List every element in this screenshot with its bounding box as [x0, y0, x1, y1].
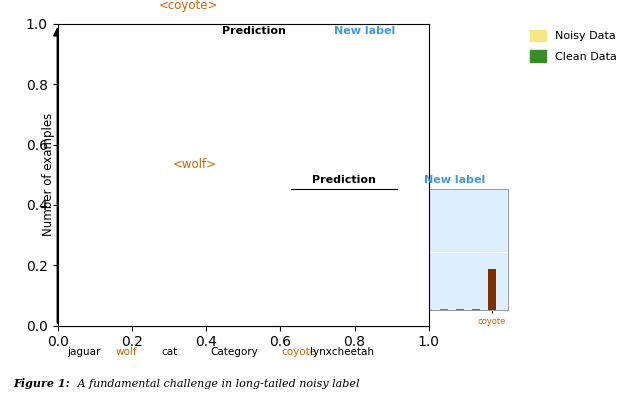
Bar — [350, 173, 358, 175]
Text: New label: New label — [424, 175, 485, 185]
Text: <coyote>: <coyote> — [159, 0, 218, 12]
Text: Prediction: Prediction — [223, 26, 286, 36]
Bar — [286, 253, 312, 326]
Bar — [366, 173, 374, 175]
Bar — [297, 252, 305, 310]
Bar — [488, 269, 495, 310]
Bar — [70, 96, 97, 326]
Bar — [456, 308, 463, 310]
Bar — [157, 169, 183, 326]
Bar — [361, 308, 369, 310]
Bar — [70, 56, 97, 326]
Text: jaguar: jaguar — [67, 347, 100, 357]
Text: New label: New label — [335, 26, 396, 36]
Bar — [398, 69, 406, 175]
Text: Figure 1:: Figure 1: — [13, 378, 70, 389]
Bar — [472, 308, 479, 310]
Bar — [330, 284, 355, 326]
Bar — [255, 173, 263, 175]
Bar — [372, 293, 399, 326]
Text: <wolf>: <wolf> — [173, 158, 217, 171]
Bar — [207, 121, 215, 175]
Bar — [313, 308, 321, 310]
Text: ●●●: ●●● — [220, 305, 249, 315]
Bar — [372, 301, 399, 326]
Bar — [424, 308, 431, 310]
Bar — [286, 266, 312, 326]
Bar — [287, 113, 295, 175]
Bar — [271, 173, 279, 175]
Text: lynxcheetah: lynxcheetah — [310, 347, 374, 357]
Bar — [440, 308, 447, 310]
Text: Prediction: Prediction — [312, 175, 376, 185]
Bar — [239, 173, 247, 175]
Bar — [334, 173, 342, 175]
Bar — [408, 250, 415, 310]
Bar — [318, 139, 326, 175]
Y-axis label: Number of examples: Number of examples — [42, 113, 55, 236]
Text: cat: cat — [162, 347, 178, 357]
Bar — [382, 173, 390, 175]
Bar — [114, 150, 140, 326]
Bar — [114, 191, 140, 326]
Text: wolf: wolf — [116, 347, 138, 357]
Text: A fundamental challenge in long-tailed noisy label: A fundamental challenge in long-tailed n… — [74, 379, 359, 389]
Bar — [345, 308, 353, 310]
Text: Category: Category — [211, 347, 259, 357]
Bar — [377, 266, 385, 310]
Bar — [330, 272, 355, 326]
Bar — [157, 204, 183, 326]
Legend: Noisy Data, Clean Data: Noisy Data, Clean Data — [525, 25, 621, 66]
Bar — [329, 308, 337, 310]
Bar — [223, 173, 231, 175]
Text: coyote: coyote — [282, 347, 317, 357]
